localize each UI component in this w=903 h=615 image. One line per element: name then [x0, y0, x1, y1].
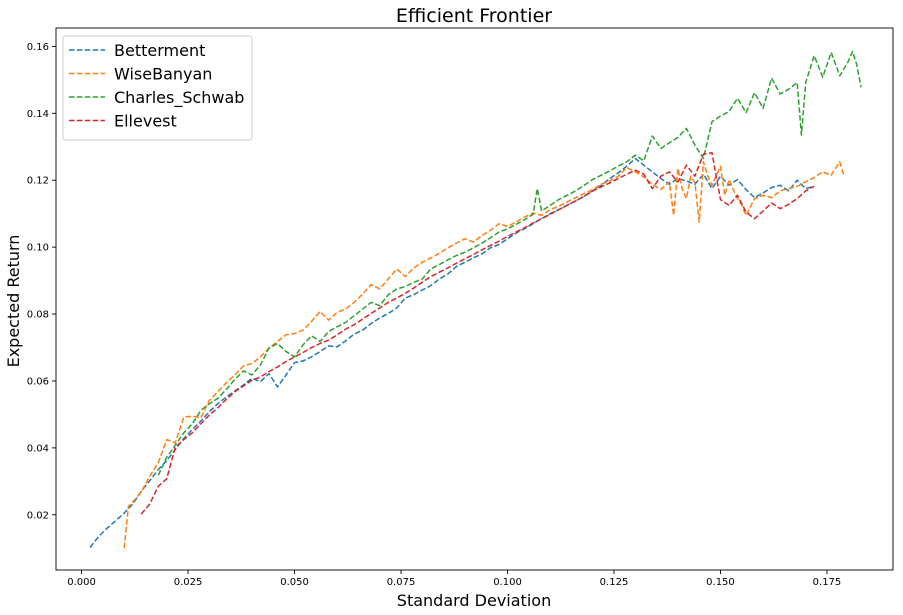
x-tick-label: 0.100 [493, 577, 522, 588]
x-axis-label: Standard Deviation [397, 591, 551, 610]
legend-label-betterment: Betterment [114, 41, 205, 60]
x-tick-label: 0.050 [280, 577, 309, 588]
series-line-charles-schwab [157, 50, 862, 476]
series-line-wisebanyan [123, 161, 845, 549]
y-tick-label: 0.06 [27, 376, 49, 387]
x-tick-label: 0.150 [706, 577, 735, 588]
plot-frame [55, 27, 894, 571]
y-tick-label: 0.10 [27, 243, 49, 254]
y-tick-label: 0.14 [27, 109, 49, 120]
axes: 0.000 0.025 0.050 0.075 0.100 0.125 0.150 0.175… [27, 27, 894, 588]
legend: Betterment WiseBanyan Charles_Schwab Elleve… [62, 35, 253, 141]
plot-area [89, 50, 862, 549]
y-tick-label: 0.08 [27, 310, 49, 321]
y-tick-label: 0.16 [27, 42, 49, 53]
x-tick-label: 0.000 [67, 577, 96, 588]
y-tick-label: 0.12 [27, 176, 49, 187]
legend-label-wisebanyan: WiseBanyan [114, 65, 212, 84]
x-tick-label: 0.025 [174, 577, 203, 588]
legend-label-charles-schwab: Charles_Schwab [114, 88, 244, 108]
series-line-betterment [89, 157, 815, 549]
y-tick-label: 0.04 [27, 443, 49, 454]
x-tick-label: 0.175 [813, 577, 842, 588]
y-tick-label: 0.02 [27, 510, 49, 521]
x-tick-label: 0.125 [600, 577, 629, 588]
legend-box [62, 35, 253, 141]
series-line-ellevest [140, 152, 815, 515]
y-axis-label: Expected Return [4, 235, 23, 368]
chart-title: Efficient Frontier [396, 5, 552, 27]
x-tick-label: 0.075 [387, 577, 416, 588]
legend-label-ellevest: Ellevest [114, 112, 177, 131]
